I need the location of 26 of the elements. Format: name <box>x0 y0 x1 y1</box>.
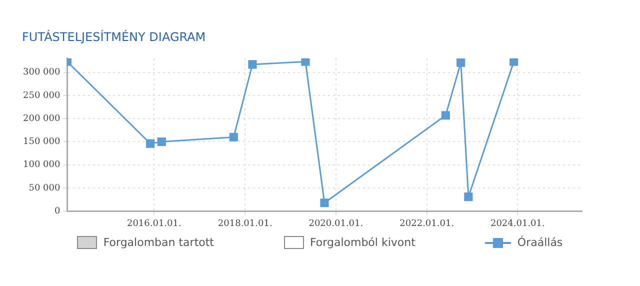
x-tick-label: 2024.01.01. <box>490 218 546 229</box>
y-tick-label: 0 <box>54 206 60 217</box>
x-tick-label: 2020.01.01. <box>308 218 364 229</box>
chart-title: FUTÁSTELJESÍTMÉNY DIAGRAM <box>22 30 206 44</box>
y-tick-label: 100 000 <box>23 160 60 170</box>
legend-label: Forgalomból kivont <box>310 236 416 249</box>
y-tick-label: 150 000 <box>23 137 60 148</box>
point <box>441 111 450 120</box>
y-tick-label: 50 000 <box>28 183 60 194</box>
point <box>248 60 257 69</box>
y-tick-label: 200 000 <box>23 114 60 124</box>
y-tick-label: 300 000 <box>23 68 60 78</box>
point <box>157 137 166 146</box>
legend-label: Óraállás <box>517 236 563 249</box>
x-tick-label: 2016.01.01. <box>126 218 182 229</box>
x-tick-label: 2018.01.01. <box>218 218 272 229</box>
point <box>229 132 238 142</box>
point <box>146 139 155 148</box>
point <box>456 58 466 67</box>
point <box>464 192 473 202</box>
point <box>320 198 329 208</box>
point <box>301 58 310 66</box>
legend-label: Forgalomban tartott <box>103 236 214 249</box>
point <box>510 58 518 66</box>
y-tick-label: 250 000 <box>23 90 60 101</box>
x-tick-label: 2022.01.01. <box>400 218 454 229</box>
